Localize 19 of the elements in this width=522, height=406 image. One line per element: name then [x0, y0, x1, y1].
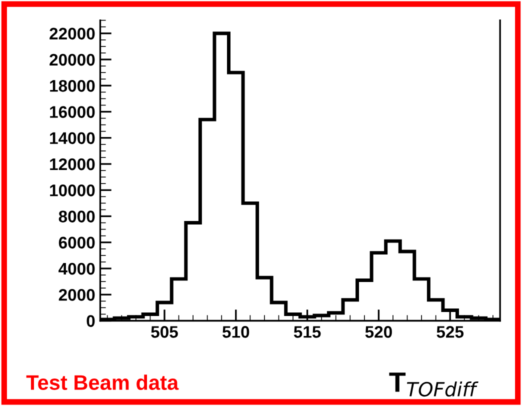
y-tick-label: 4000	[58, 262, 95, 275]
y-tick-label: 18000	[50, 80, 95, 92]
text: Test Beam data	[26, 374, 179, 390]
x-tick-label: 505	[151, 326, 178, 338]
x-tick-label: 525	[436, 326, 464, 338]
y-tick-label: 20000	[50, 54, 95, 66]
y-tick-label: 14000	[50, 132, 95, 144]
y-tick-label: 0	[86, 315, 95, 327]
y-tick-label: 2000	[58, 289, 95, 301]
x-tick-label: 515	[294, 326, 321, 338]
y-tick-label: 8000	[58, 210, 95, 222]
y-tick-label: 22000	[50, 28, 95, 40]
y-tick-label: 16000	[50, 106, 95, 118]
x-tick-label: 520	[365, 326, 392, 338]
y-tick-label: 12000	[50, 158, 95, 170]
y-tick-label: 10000	[50, 184, 95, 196]
x-tick-label: 510	[222, 326, 250, 338]
y-tick-label: 6000	[58, 236, 95, 249]
x-axis-title: T$_{TOFdiff}$	[389, 372, 478, 397]
